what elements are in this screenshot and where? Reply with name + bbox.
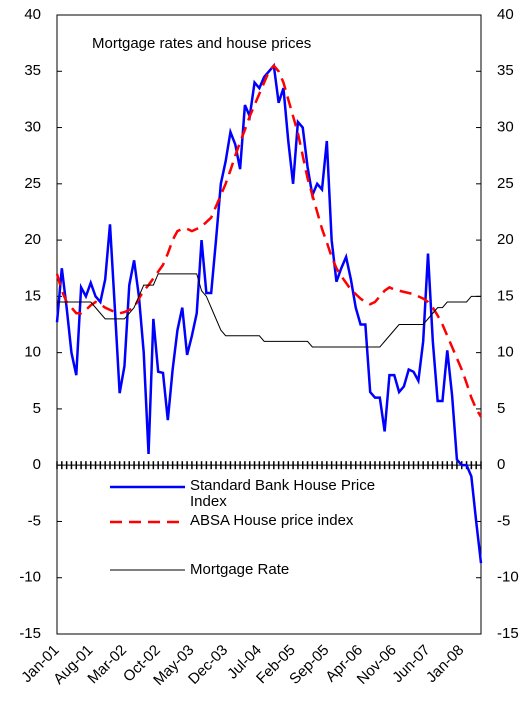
y-tick-label: 10: [24, 344, 41, 361]
y-tick-label: 40: [24, 6, 41, 23]
y2-tick-label: 5: [497, 400, 505, 417]
y-tick-label: -15: [19, 625, 41, 642]
y-tick-label: 5: [33, 400, 41, 417]
y2-tick-label: 35: [497, 62, 514, 79]
y2-tick-label: 15: [497, 287, 514, 304]
y-tick-label: 35: [24, 62, 41, 79]
y2-tick-label: -5: [497, 512, 510, 529]
legend-label: ABSA House price index: [190, 512, 354, 529]
y2-tick-label: 40: [497, 6, 514, 23]
y-tick-label: -10: [19, 569, 41, 586]
series-line: [57, 273, 481, 348]
y2-tick-label: 0: [497, 456, 505, 473]
y-tick-label: 15: [24, 287, 41, 304]
y2-tick-label: 10: [497, 344, 514, 361]
legend-label: Mortgage Rate: [190, 561, 290, 578]
y2-tick-label: 20: [497, 231, 514, 248]
x-tick-label: Mar-02: [84, 642, 130, 688]
plot-frame: [56, 14, 482, 635]
chart-title: Mortgage rates and house prices: [92, 35, 311, 52]
y2-tick-label: -10: [497, 569, 519, 586]
y-tick-label: 25: [24, 175, 41, 192]
y-tick-label: 20: [24, 231, 41, 248]
y2-tick-label: -15: [497, 625, 519, 642]
y-tick-label: 0: [33, 456, 41, 473]
y-tick-label: 30: [24, 119, 41, 136]
x-tick-label: Jan-08: [423, 642, 467, 686]
legend-label: Standard Bank House Price Index: [190, 477, 376, 510]
series-line: [55, 63, 483, 418]
y2-tick-label: 25: [497, 175, 514, 192]
y-tick-label: -5: [28, 512, 41, 529]
y2-tick-label: 30: [497, 119, 514, 136]
series-line: [55, 62, 483, 564]
